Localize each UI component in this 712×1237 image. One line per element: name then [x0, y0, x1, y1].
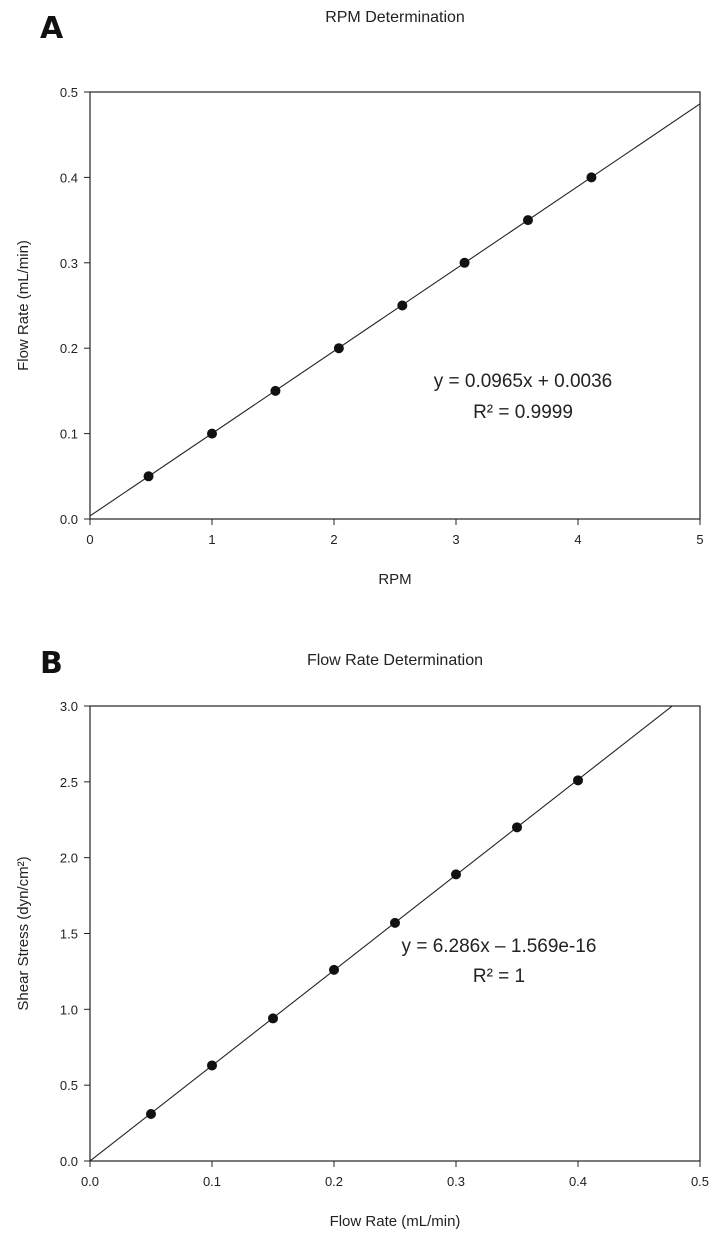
x-tick-label: 0.4 — [569, 1174, 587, 1189]
x-tick-label: 0.2 — [325, 1174, 343, 1189]
trendline — [90, 103, 700, 517]
y-tick-label: 0.1 — [60, 427, 78, 442]
x-tick-label: 4 — [574, 532, 581, 547]
panel-letter: B — [40, 646, 63, 681]
data-point — [333, 343, 344, 354]
y-tick-label: 1.5 — [60, 927, 78, 942]
x-tick-label: 0.5 — [691, 1174, 709, 1189]
data-point — [512, 822, 522, 833]
panel-letter: A — [40, 11, 64, 46]
y-tick-label: 0.4 — [60, 170, 78, 185]
y-tick-label: 2.0 — [60, 851, 78, 866]
plot-frame — [89, 705, 701, 1162]
chart-title: Flow Rate Determination — [306, 652, 484, 669]
plot-frame — [89, 91, 701, 520]
x-tick-label: 3 — [452, 532, 459, 547]
data-point — [143, 471, 154, 482]
regression-annotation: y = 6.286x – 1.569e-16 — [402, 936, 597, 957]
data-point — [207, 428, 217, 439]
data-point — [390, 917, 400, 928]
data-point — [459, 257, 470, 268]
y-tick-label: 0.5 — [60, 85, 78, 100]
data-point — [146, 1108, 156, 1119]
y-axis-label: Shear Stress (dyn/cm²) — [15, 856, 32, 1010]
x-tick-label: 1 — [208, 532, 215, 547]
data-point — [207, 1060, 217, 1071]
y-tick-label: 0.0 — [60, 1154, 78, 1169]
data-point — [397, 300, 408, 311]
data-point — [329, 964, 339, 975]
x-tick-label: 0.3 — [447, 1174, 465, 1189]
regression-annotation: R² = 1 — [473, 966, 525, 987]
data-point — [522, 215, 533, 226]
data-point — [268, 1013, 278, 1024]
rpm-chart: 0 1 2 3 4 5 0.0 0.1 0.2 0.3 0.4 0.5 RPM Flow Rate (mL… — [15, 85, 704, 588]
data-point — [270, 385, 281, 396]
y-tick-label: 0.0 — [60, 512, 78, 527]
chart-title: RPM Determination — [325, 9, 465, 26]
panel-a: A RPM Determination 0 1 2 3 4 5 0.0 0.1 0.2 0.3 0.… — [0, 0, 712, 615]
data-point — [586, 172, 597, 183]
y-tick-label: 0.3 — [60, 256, 78, 271]
regression-annotation: R² = 0.9999 — [473, 402, 573, 423]
x-tick-label: 0.0 — [81, 1174, 99, 1189]
x-tick-label: 0.1 — [203, 1174, 221, 1189]
y-tick-label: 3.0 — [60, 699, 78, 714]
data-point — [451, 869, 461, 880]
flow-rate-chart: 0.0 0.1 0.2 0.3 0.4 0.5 0.0 0.5 1.0 1.5 2.0 2.5 3.0 F… — [15, 699, 709, 1230]
x-tick-label: 5 — [696, 532, 703, 547]
x-tick-label: 2 — [330, 532, 337, 547]
regression-annotation: y = 0.0965x + 0.0036 — [434, 371, 613, 392]
y-tick-label: 0.2 — [60, 341, 78, 356]
x-axis-label: RPM — [378, 571, 411, 588]
y-tick-label: 1.0 — [60, 1002, 78, 1017]
y-axis-label: Flow Rate (mL/min) — [15, 240, 32, 371]
data-point — [573, 775, 583, 786]
y-tick-label: 2.5 — [60, 775, 78, 790]
y-tick-label: 0.5 — [60, 1078, 78, 1093]
x-tick-label: 0 — [86, 532, 93, 547]
x-axis-label: Flow Rate (mL/min) — [330, 1213, 461, 1230]
panel-b: B Flow Rate Determination 0.0 0.1 0.2 0.3 0.… — [0, 615, 712, 1237]
